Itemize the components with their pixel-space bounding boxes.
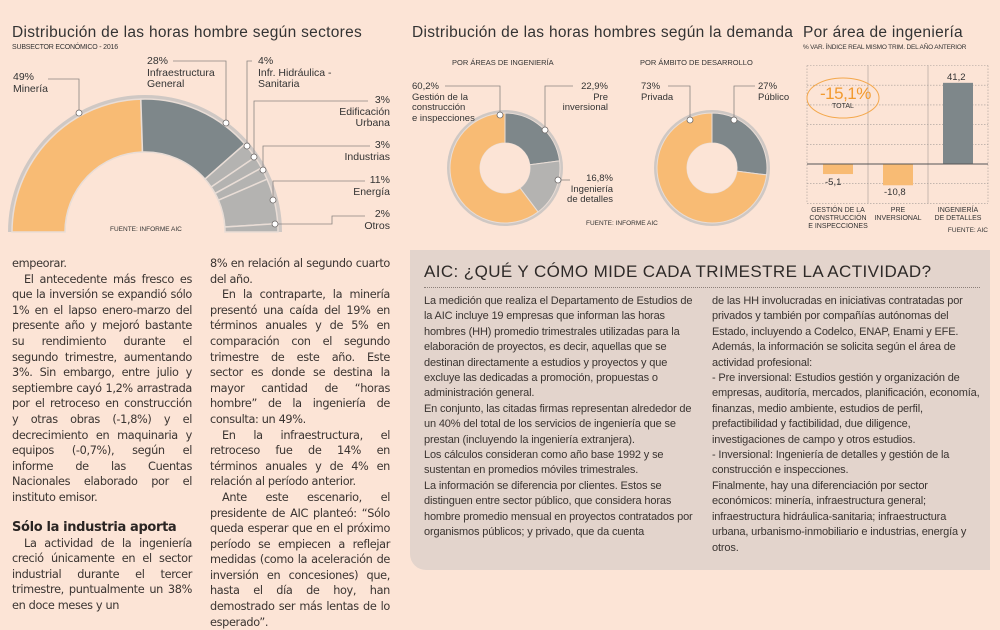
- leader-dot-2: [243, 142, 251, 150]
- leader-dot-3: [250, 153, 258, 161]
- label-publico: 27% Público: [758, 81, 790, 103]
- leader-line-8: [544, 85, 573, 130]
- article-paragraph: 8% en relación al segundo cuarto del año…: [210, 257, 390, 286]
- donut-areas-hole: [480, 143, 530, 193]
- label-industrias: 3% Industrias: [344, 139, 390, 163]
- article-paragraph: En la infraestructura, el retroceso fue …: [210, 428, 390, 489]
- leader-line-7: [445, 85, 501, 115]
- label-edificacion: 3% Edificación Urbana: [339, 94, 390, 129]
- chart2-left-heading: POR ÁREAS DE INGENIERÍA: [452, 58, 554, 67]
- info-paragraph: - Inversional: Ingeniería de detalles y …: [712, 449, 950, 477]
- label-ingenieria-detalles: 16,8% Ingeniería de detalles: [567, 173, 613, 205]
- info-paragraph: Finalmente, hay una diferenciación por s…: [712, 479, 967, 554]
- charts-canvas: [7, 60, 989, 233]
- leader-dot-0: [75, 109, 83, 117]
- label-privada: 73% Privada: [641, 81, 674, 103]
- category-gestion: GESTIÓN DE LA CONSTRUCCIÓN E INSPECCIONES: [808, 207, 868, 230]
- article-paragraph: Ante este escenario, el presidente de AI…: [210, 490, 390, 629]
- leader-dot-10: [686, 116, 694, 124]
- leader-dot-11: [730, 116, 738, 124]
- info-paragraph: - Pre inversional: Estudios gestión y or…: [712, 372, 980, 446]
- total-ellipse: [806, 77, 880, 119]
- chart1-source: FUENTE: INFORME AIC: [110, 226, 182, 233]
- leader-dot-9: [554, 176, 562, 184]
- info-box-column-left: La medición que realiza el Departamento …: [424, 294, 699, 541]
- info-box-column-right: de las HH involucradas en iniciativas co…: [712, 294, 984, 556]
- total-value: -15,1%: [820, 84, 871, 103]
- info-paragraph: En conjunto, las citadas firmas represen…: [424, 402, 692, 446]
- article-subhead: Sólo la industria aporta: [12, 519, 177, 535]
- info-box-title: AIC: ¿QUÉ Y CÓMO MIDE CADA TRIMESTRE LA …: [424, 262, 932, 281]
- info-paragraph: La medición que realiza el Departamento …: [424, 295, 693, 400]
- info-paragraph: Además, la información se solicita según…: [712, 341, 956, 369]
- leader-line-3: [253, 100, 368, 157]
- label-pre-inversional: 22,9% Pre inversional: [562, 81, 608, 113]
- dotted-divider: [424, 287, 980, 288]
- leader-dot-7: [496, 111, 504, 119]
- article-column-1: empeorar. El antecedente más fresco es q…: [12, 256, 192, 613]
- leader-line-5: [272, 180, 365, 200]
- leader-dot-8: [541, 126, 549, 134]
- half-donut-slice-0: [11, 98, 144, 233]
- info-box: AIC: ¿QUÉ Y CÓMO MIDE CADA TRIMESTRE LA …: [410, 250, 990, 570]
- info-paragraph: La información se diferencia por cliente…: [424, 479, 693, 539]
- bar-0: [823, 164, 853, 175]
- leader-dot-5: [269, 196, 277, 204]
- chart2-right-heading: POR ÁMBITO DE DESARROLLO: [640, 58, 753, 67]
- chart2-source: FUENTE: INFORME AIC: [586, 220, 658, 227]
- value-label-detalles: 41,2: [947, 72, 966, 83]
- chart3-subtitle: % VAR. ÍNDICE REAL MISMO TRIM. DEL AÑO A…: [803, 44, 967, 51]
- total-label: TOTAL: [832, 103, 854, 110]
- chart2-title: Distribución de las horas hombres según …: [412, 24, 794, 41]
- label-energia: 11% Energía: [353, 174, 390, 198]
- leader-dot-4: [259, 166, 267, 174]
- article-paragraph: En la contraparte, la minería presentó u…: [210, 288, 390, 426]
- label-infraestructura: 28% Infraestructura General: [147, 55, 215, 90]
- donut-ambito-hole: [687, 143, 737, 193]
- bar-2: [943, 82, 973, 164]
- leader-line-4: [262, 145, 370, 170]
- chart1-title: Distribución de las horas hombre según s…: [12, 24, 363, 41]
- label-mineria: 49% Minería: [13, 71, 49, 95]
- article-paragraph: empeorar.: [12, 257, 67, 270]
- leader-line-6: [275, 215, 365, 225]
- article-column-2: 8% en relación al segundo cuarto del año…: [210, 256, 390, 630]
- value-label-pre: -10,8: [884, 187, 906, 198]
- info-paragraph: Los cálculos consideran como año base 19…: [424, 449, 664, 477]
- leader-line-10: [668, 85, 691, 120]
- article-paragraph: El antecedente más fresco es que la inve…: [12, 272, 192, 504]
- leader-line-11: [733, 85, 755, 120]
- leader-dot-6: [271, 220, 279, 228]
- chart3-title: Por área de ingeniería: [803, 24, 963, 41]
- category-pre: PRE INVERSIONAL: [874, 207, 922, 222]
- label-gestion: 60,2% Gestión de la construcción e inspecci…: [412, 81, 475, 124]
- leader-dot-1: [222, 119, 230, 127]
- label-hidraulica: 4% Infr. Hidráulica - Sanitaria: [258, 55, 332, 90]
- leader-line-1: [173, 60, 227, 123]
- info-paragraph: de las HH involucradas en iniciativas co…: [712, 295, 963, 338]
- chart3-source: FUENTE: AIC: [947, 227, 988, 234]
- leader-line-0: [48, 78, 80, 113]
- leader-line-2: [246, 60, 252, 146]
- article-paragraph: La actividad de la ingeniería creció úni…: [12, 536, 192, 612]
- chart1-subtitle: SUBSECTOR ECONÓMICO - 2016: [12, 44, 118, 51]
- value-label-gestion: -5,1: [825, 177, 842, 188]
- half-donut-slice-6: [224, 222, 279, 233]
- category-detalles: INGENIERÍA DE DETALLES: [934, 207, 982, 222]
- bar-1: [883, 164, 913, 186]
- label-otros: 2% Otros: [364, 208, 390, 232]
